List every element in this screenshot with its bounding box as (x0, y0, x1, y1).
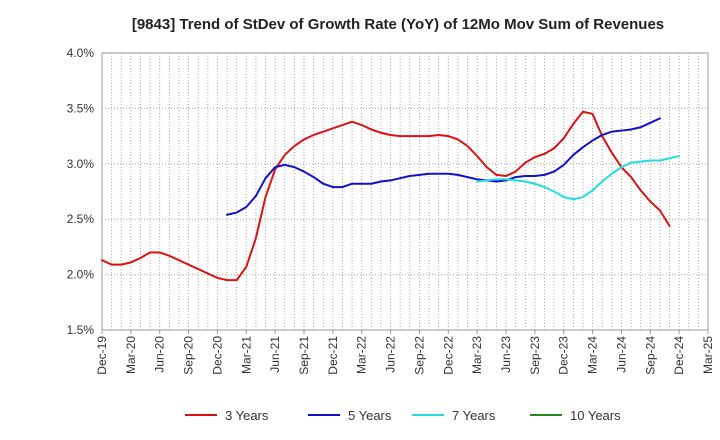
x-tick-label: Dec-19 (95, 336, 109, 375)
x-tick-label: Mar-21 (239, 336, 253, 374)
y-tick-label: 1.5% (67, 323, 95, 337)
legend-item-10-years: 10 Years (530, 408, 621, 423)
x-tick-label: Sep-24 (643, 336, 657, 375)
x-tick-label: Sep-22 (412, 336, 426, 375)
legend-item-3-years: 3 Years (185, 408, 269, 423)
series-line-3-years (101, 110, 671, 282)
legend-label: 10 Years (570, 408, 621, 423)
y-tick-label: 3.0% (67, 157, 95, 171)
legend-item-7-years: 7 Years (412, 408, 496, 423)
x-tick-label: Mar-20 (124, 336, 138, 374)
x-tick-label: Dec-20 (210, 336, 224, 375)
x-tick-label: Sep-23 (528, 336, 542, 375)
grid (101, 52, 709, 331)
x-tick-label: Dec-23 (557, 336, 571, 375)
series-lines (101, 110, 681, 282)
legend: 3 Years 5 Years 7 Years 10 Years (185, 408, 621, 423)
x-tick-label: Dec-21 (326, 336, 340, 375)
series-line-5-years (226, 117, 661, 216)
x-tick-label: Jun-23 (499, 336, 513, 373)
x-axis: Dec-19 Mar-20 Jun-20 Sep-20 Dec-20 Mar-21 Jun-… (95, 330, 715, 375)
y-axis: 1.5% 2.0% 2.5% 3.0% 3.5% 4.0% (67, 46, 95, 337)
x-tick-label: Dec-22 (441, 336, 455, 375)
legend-label: 7 Years (452, 408, 496, 423)
plot-area-frame (101, 52, 709, 331)
x-tick-label: Jun-20 (153, 336, 167, 373)
y-tick-label: 2.5% (67, 212, 95, 226)
y-tick-label: 3.5% (67, 101, 95, 115)
y-tick-label: 2.0% (67, 268, 95, 282)
x-tick-label: Sep-20 (182, 336, 196, 375)
x-tick-label: Jun-22 (384, 336, 398, 373)
x-tick-label: Mar-23 (470, 336, 484, 374)
x-tick-label: Mar-25 (701, 336, 715, 374)
y-tick-label: 4.0% (67, 46, 95, 60)
legend-item-5-years: 5 Years (308, 408, 392, 423)
x-tick-label: Mar-22 (355, 336, 369, 374)
x-tick-label: Sep-21 (297, 336, 311, 375)
legend-label: 5 Years (348, 408, 392, 423)
series-line-7-years (476, 155, 681, 201)
legend-label: 3 Years (225, 408, 269, 423)
x-tick-label: Jun-21 (268, 336, 282, 373)
x-tick-label: Dec-24 (672, 336, 686, 375)
x-tick-label: Jun-24 (614, 336, 628, 373)
x-tick-label: Mar-24 (586, 336, 600, 374)
chart-title: [9843] Trend of StDev of Growth Rate (Yo… (132, 16, 664, 33)
